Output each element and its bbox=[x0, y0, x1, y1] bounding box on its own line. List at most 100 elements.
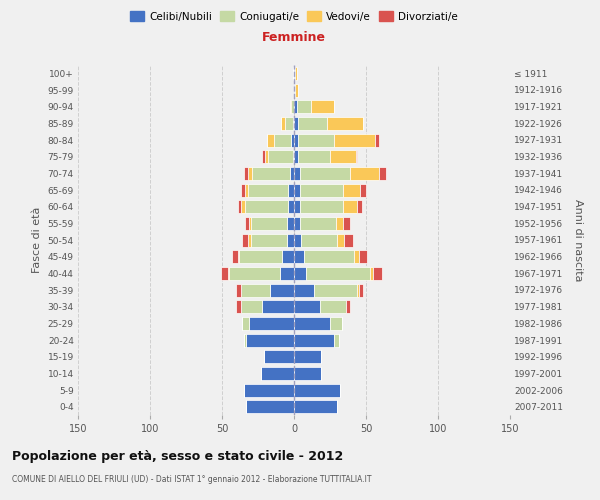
Bar bbox=[295, 67, 297, 80]
Bar bbox=[242, 234, 248, 246]
Bar bbox=[251, 217, 287, 230]
Bar bbox=[247, 334, 294, 346]
Bar bbox=[297, 100, 311, 113]
Bar bbox=[294, 250, 304, 263]
Bar bbox=[248, 234, 251, 246]
Bar bbox=[356, 150, 358, 163]
Bar bbox=[294, 384, 340, 396]
Bar bbox=[239, 250, 283, 263]
Bar bbox=[294, 134, 298, 146]
Bar bbox=[294, 184, 300, 196]
Bar bbox=[330, 317, 341, 330]
Bar bbox=[274, 134, 291, 146]
Bar bbox=[294, 367, 322, 380]
Bar bbox=[358, 284, 359, 296]
Bar bbox=[334, 334, 338, 346]
Bar bbox=[379, 167, 386, 180]
Bar bbox=[314, 284, 358, 296]
Bar bbox=[330, 150, 356, 163]
Bar bbox=[373, 267, 382, 280]
Bar bbox=[294, 84, 295, 96]
Bar bbox=[294, 317, 330, 330]
Bar bbox=[293, 150, 294, 163]
Bar bbox=[241, 200, 245, 213]
Bar bbox=[300, 184, 343, 196]
Bar bbox=[293, 67, 294, 80]
Bar bbox=[241, 300, 262, 313]
Bar bbox=[336, 217, 343, 230]
Bar bbox=[287, 234, 294, 246]
Bar bbox=[244, 384, 294, 396]
Bar bbox=[294, 117, 298, 130]
Bar bbox=[343, 184, 360, 196]
Bar bbox=[288, 184, 294, 196]
Bar bbox=[343, 200, 358, 213]
Bar bbox=[238, 250, 239, 263]
Bar bbox=[228, 267, 229, 280]
Bar bbox=[232, 250, 238, 263]
Bar bbox=[294, 284, 314, 296]
Bar bbox=[360, 184, 366, 196]
Bar bbox=[358, 200, 362, 213]
Bar bbox=[250, 217, 251, 230]
Bar bbox=[280, 267, 294, 280]
Bar bbox=[229, 267, 280, 280]
Text: Popolazione per età, sesso e stato civile - 2012: Popolazione per età, sesso e stato civil… bbox=[12, 450, 343, 463]
Bar bbox=[266, 134, 274, 146]
Text: COMUNE DI AIELLO DEL FRIULI (UD) - Dati ISTAT 1° gennaio 2012 - Elaborazione TUT: COMUNE DI AIELLO DEL FRIULI (UD) - Dati … bbox=[12, 475, 371, 484]
Bar bbox=[294, 234, 301, 246]
Bar bbox=[343, 217, 350, 230]
Bar bbox=[236, 284, 241, 296]
Bar bbox=[337, 234, 344, 246]
Bar bbox=[311, 100, 334, 113]
Bar bbox=[359, 250, 367, 263]
Bar bbox=[283, 250, 294, 263]
Bar bbox=[252, 167, 290, 180]
Bar bbox=[370, 267, 373, 280]
Bar bbox=[359, 284, 363, 296]
Bar bbox=[301, 234, 337, 246]
Bar bbox=[262, 150, 265, 163]
Bar bbox=[244, 167, 248, 180]
Bar bbox=[374, 134, 379, 146]
Bar bbox=[291, 100, 294, 113]
Bar bbox=[242, 317, 250, 330]
Bar bbox=[295, 84, 298, 96]
Bar bbox=[261, 367, 294, 380]
Bar bbox=[294, 300, 320, 313]
Bar bbox=[346, 300, 350, 313]
Bar bbox=[350, 167, 379, 180]
Bar bbox=[241, 184, 245, 196]
Bar bbox=[238, 200, 241, 213]
Bar bbox=[298, 134, 334, 146]
Bar bbox=[294, 67, 295, 80]
Bar bbox=[294, 167, 300, 180]
Bar bbox=[290, 167, 294, 180]
Bar bbox=[241, 284, 269, 296]
Bar bbox=[293, 117, 294, 130]
Legend: Celibi/Nubili, Coniugati/e, Vedovi/e, Divorziati/e: Celibi/Nubili, Coniugati/e, Vedovi/e, Di… bbox=[126, 7, 462, 26]
Bar bbox=[244, 334, 247, 346]
Bar bbox=[300, 200, 343, 213]
Bar bbox=[294, 350, 322, 363]
Bar bbox=[288, 200, 294, 213]
Bar bbox=[248, 184, 288, 196]
Bar bbox=[286, 117, 293, 130]
Bar bbox=[355, 250, 359, 263]
Bar bbox=[298, 150, 330, 163]
Bar bbox=[294, 400, 337, 413]
Bar bbox=[251, 234, 287, 246]
Bar bbox=[294, 334, 334, 346]
Bar bbox=[264, 350, 294, 363]
Text: Femmine: Femmine bbox=[262, 31, 326, 44]
Bar bbox=[245, 217, 250, 230]
Bar bbox=[269, 284, 294, 296]
Bar bbox=[291, 134, 294, 146]
Bar bbox=[294, 100, 297, 113]
Bar bbox=[298, 117, 327, 130]
Bar bbox=[305, 267, 370, 280]
Bar bbox=[294, 267, 305, 280]
Bar bbox=[265, 150, 268, 163]
Bar bbox=[300, 217, 336, 230]
Bar bbox=[290, 100, 291, 113]
